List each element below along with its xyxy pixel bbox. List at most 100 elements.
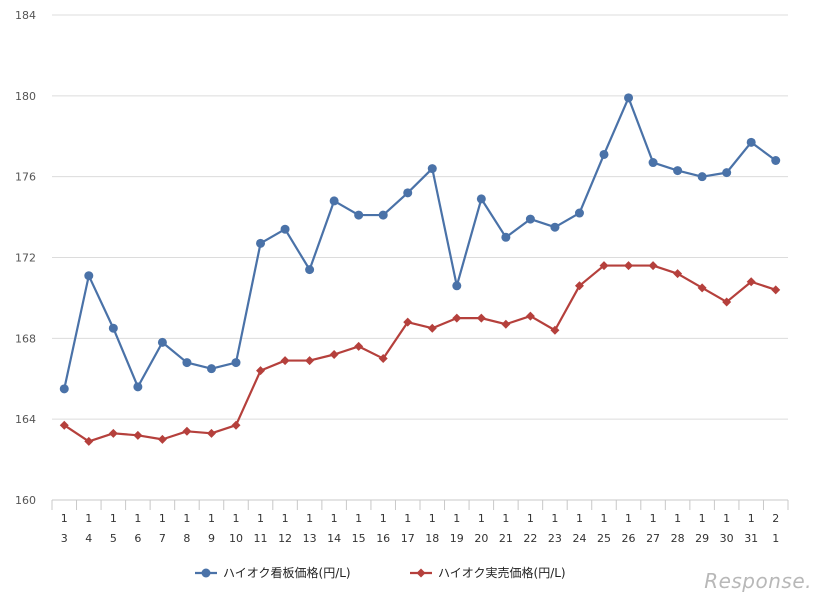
data-point — [280, 356, 290, 366]
data-point — [574, 281, 584, 291]
data-point — [256, 238, 266, 248]
x-tick-label: 1 — [650, 512, 657, 525]
data-point — [452, 281, 462, 291]
data-point — [746, 277, 756, 287]
y-tick-label: 168 — [15, 332, 36, 345]
x-tick-label: 21 — [499, 532, 513, 545]
series-line — [63, 96, 777, 390]
legend-marker — [416, 568, 426, 578]
data-point — [305, 356, 315, 366]
data-point — [256, 366, 266, 376]
x-tick-label: 1 — [85, 512, 92, 525]
data-point — [427, 323, 437, 333]
data-point — [108, 323, 118, 333]
x-tick-label: 26 — [622, 532, 636, 545]
data-point — [648, 158, 658, 168]
data-point — [329, 196, 339, 206]
data-point — [550, 325, 560, 335]
data-point — [771, 156, 781, 165]
legend-label: ハイオク実売価格(円/L) — [438, 565, 566, 580]
x-tick-label: 1 — [380, 512, 387, 525]
data-point — [624, 93, 634, 103]
data-point — [403, 317, 413, 327]
x-tick-label: 1 — [527, 512, 534, 525]
data-point — [59, 420, 69, 430]
x-tick-label: 1 — [453, 512, 460, 525]
x-tick-label: 1 — [404, 512, 411, 525]
data-point — [771, 285, 781, 295]
x-tick-label: 1 — [282, 512, 289, 525]
data-point — [476, 194, 486, 204]
data-point — [354, 341, 364, 351]
x-tick-label: 31 — [744, 532, 758, 545]
data-point — [501, 319, 511, 329]
x-tick-label: 15 — [352, 532, 366, 545]
x-tick-label: 1 — [429, 512, 436, 525]
data-point — [648, 261, 658, 271]
x-tick-label: 10 — [229, 532, 243, 545]
series-layer — [59, 93, 781, 446]
data-point — [59, 384, 69, 394]
data-point — [378, 210, 388, 220]
data-point — [525, 214, 535, 224]
series-2 — [59, 261, 781, 446]
x-tick-label: 1 — [61, 512, 68, 525]
data-point — [403, 188, 413, 198]
x-tick-label: 29 — [695, 532, 709, 545]
data-point — [574, 208, 584, 218]
data-point — [673, 166, 683, 176]
x-tick-label: 1 — [134, 512, 141, 525]
data-point — [84, 271, 94, 281]
x-tick-label: 1 — [306, 512, 313, 525]
x-tick-label: 1 — [699, 512, 706, 525]
data-point — [133, 382, 143, 392]
x-tick-label: 30 — [720, 532, 734, 545]
x-tick-label: 22 — [523, 532, 537, 545]
y-axis: 160 164 168 172 176 180 184 — [15, 9, 36, 507]
x-tick-label: 18 — [425, 532, 439, 545]
data-point — [231, 420, 241, 430]
data-point — [722, 168, 732, 178]
data-point — [624, 261, 634, 271]
response-watermark-logo: Response. — [704, 569, 812, 593]
x-tick-label: 27 — [646, 532, 660, 545]
data-point — [354, 210, 364, 220]
x-tick-label: 1 — [723, 512, 730, 525]
x-tick-label: 14 — [327, 532, 341, 545]
series-1 — [59, 93, 781, 394]
x-tick-label: 1 — [159, 512, 166, 525]
data-point — [599, 261, 609, 271]
gridlines — [52, 14, 788, 501]
data-point — [673, 269, 683, 279]
x-tick-label: 1 — [748, 512, 755, 525]
data-point — [84, 436, 94, 446]
data-point — [305, 265, 315, 275]
legend-label: ハイオク看板価格(円/L) — [223, 565, 351, 580]
x-tick-label: 23 — [548, 532, 562, 545]
x-tick-label: 2 — [772, 512, 779, 525]
x-tick-label: 11 — [254, 532, 268, 545]
y-tick-label: 172 — [15, 252, 36, 265]
series-line — [63, 264, 777, 443]
data-point — [231, 358, 241, 368]
data-point — [280, 224, 290, 234]
x-tick-label: 6 — [134, 532, 141, 545]
data-point — [157, 434, 167, 444]
x-tick-label: 1 — [183, 512, 190, 525]
data-point — [157, 337, 167, 347]
x-tick-label: 28 — [671, 532, 685, 545]
data-point — [427, 164, 437, 174]
y-tick-label: 164 — [15, 413, 36, 426]
x-tick-label: 16 — [376, 532, 390, 545]
x-tick-label: 17 — [401, 532, 415, 545]
y-tick-label: 180 — [15, 90, 36, 103]
x-tick-label: 12 — [278, 532, 292, 545]
x-tick-label: 1 — [331, 512, 338, 525]
legend: ハイオク看板価格(円/L) ハイオク実売価格(円/L) — [195, 565, 566, 580]
x-tick-label: 1 — [601, 512, 608, 525]
x-tick-label: 8 — [183, 532, 190, 545]
data-point — [452, 313, 462, 323]
data-point — [133, 430, 143, 440]
data-point — [525, 311, 535, 321]
